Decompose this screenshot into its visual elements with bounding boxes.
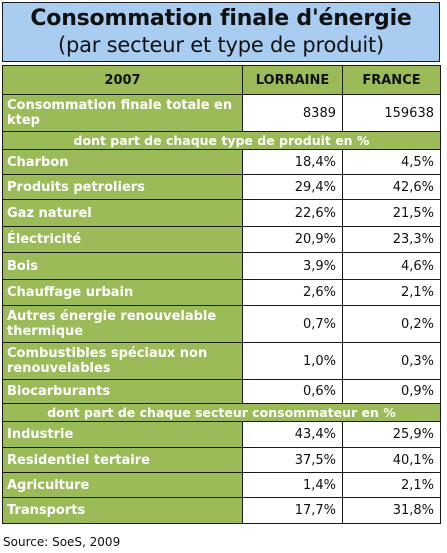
sectors-group: Industrie 43,4% 25,9% Residentiel tertaire 3… — [2, 421, 441, 524]
table-row: Residentiel tertaire 37,5% 40,1% — [2, 447, 441, 473]
cell-france: 0,9% — [342, 379, 441, 404]
row-label: Autres énergie renouvelable thermique — [2, 305, 243, 343]
column-header-year: 2007 — [2, 65, 243, 95]
cell-lorraine: 18,4% — [242, 149, 343, 175]
cell-france: 0,3% — [342, 342, 441, 380]
cell-france: 0,2% — [342, 305, 441, 343]
cell-france: 21,5% — [342, 199, 441, 227]
row-label: Gaz naturel — [2, 199, 243, 227]
cell-lorraine: 37,5% — [242, 447, 343, 473]
row-label: Électricité — [2, 226, 243, 253]
cell-lorraine: 1,4% — [242, 472, 343, 498]
table-row: Biocarburants 0,6% 0,9% — [2, 379, 441, 404]
row-label: Combustibles spéciaux non renouvelables — [2, 342, 243, 380]
title-box: Consommation finale d'énergie (par secte… — [2, 2, 440, 62]
cell-france: 25,9% — [342, 421, 441, 448]
table-row: Gaz naturel 22,6% 21,5% — [2, 199, 441, 227]
cell-france: 42,6% — [342, 174, 441, 200]
cell-lorraine: 29,4% — [242, 174, 343, 200]
cell-france: 2,1% — [342, 472, 441, 498]
cell-france: 23,3% — [342, 226, 441, 253]
row-label: Chauffage urbain — [2, 279, 243, 306]
row-label: Residentiel tertaire — [2, 447, 243, 473]
energy-table: 2007 LORRAINE FRANCE Consommation finale… — [2, 65, 441, 524]
table-row: Transports 17,7% 31,8% — [2, 497, 441, 524]
cell-lorraine: 0,6% — [242, 379, 343, 404]
cell-lorraine: 2,6% — [242, 279, 343, 306]
table-row: Industrie 43,4% 25,9% — [2, 421, 441, 448]
cell-lorraine: 8389 — [242, 94, 343, 132]
row-label: Consommation finale totale en ktep — [2, 94, 243, 132]
section-row-sectors: dont part de chaque secteur consommateur… — [2, 403, 441, 422]
row-label: Charbon — [2, 149, 243, 175]
row-label: Industrie — [2, 421, 243, 448]
cell-lorraine: 17,7% — [242, 497, 343, 524]
cell-lorraine: 1,0% — [242, 342, 343, 380]
table-row: Électricité 20,9% 23,3% — [2, 226, 441, 253]
cell-lorraine: 43,4% — [242, 421, 343, 448]
page-title: Consommation finale d'énergie — [30, 6, 412, 31]
page-subtitle: (par secteur et type de produit) — [57, 33, 385, 57]
table-row: Agriculture 1,4% 2,1% — [2, 472, 441, 498]
row-label: Transports — [2, 497, 243, 524]
cell-lorraine: 22,6% — [242, 199, 343, 227]
cell-lorraine: 0,7% — [242, 305, 343, 343]
table-header-row: 2007 LORRAINE FRANCE — [2, 65, 441, 95]
row-label: Produits petroliers — [2, 174, 243, 200]
table-row: Chauffage urbain 2,6% 2,1% — [2, 279, 441, 306]
section-title-sectors: dont part de chaque secteur consommateur… — [2, 403, 441, 422]
table-row: Autres énergie renouvelable thermique 0,7… — [2, 305, 441, 343]
cell-france: 4,5% — [342, 149, 441, 175]
products-group: Charbon 18,4% 4,5% Produits petroliers 29,4%… — [2, 149, 441, 404]
cell-france: 31,8% — [342, 497, 441, 524]
cell-france: 159638 — [342, 94, 441, 132]
cell-france: 4,6% — [342, 252, 441, 280]
row-label: Biocarburants — [2, 379, 243, 404]
cell-lorraine: 3,9% — [242, 252, 343, 280]
source-note: Source: SoeS, 2009 — [3, 535, 121, 549]
column-header-france: FRANCE — [342, 65, 441, 95]
section-row-products: dont part de chaque type de produit en % — [2, 131, 441, 150]
cell-lorraine: 20,9% — [242, 226, 343, 253]
cell-france: 40,1% — [342, 447, 441, 473]
table-row: Produits petroliers 29,4% 42,6% — [2, 174, 441, 200]
row-label: Bois — [2, 252, 243, 280]
row-label: Agriculture — [2, 472, 243, 498]
table-row-total: Consommation finale totale en ktep 8389 … — [2, 94, 441, 132]
cell-france: 2,1% — [342, 279, 441, 306]
section-title-products: dont part de chaque type de produit en % — [2, 131, 441, 150]
table-row: Charbon 18,4% 4,5% — [2, 149, 441, 175]
table-row: Combustibles spéciaux non renouvelables 1… — [2, 342, 441, 380]
column-header-lorraine: LORRAINE — [242, 65, 343, 95]
table-row: Bois 3,9% 4,6% — [2, 252, 441, 280]
